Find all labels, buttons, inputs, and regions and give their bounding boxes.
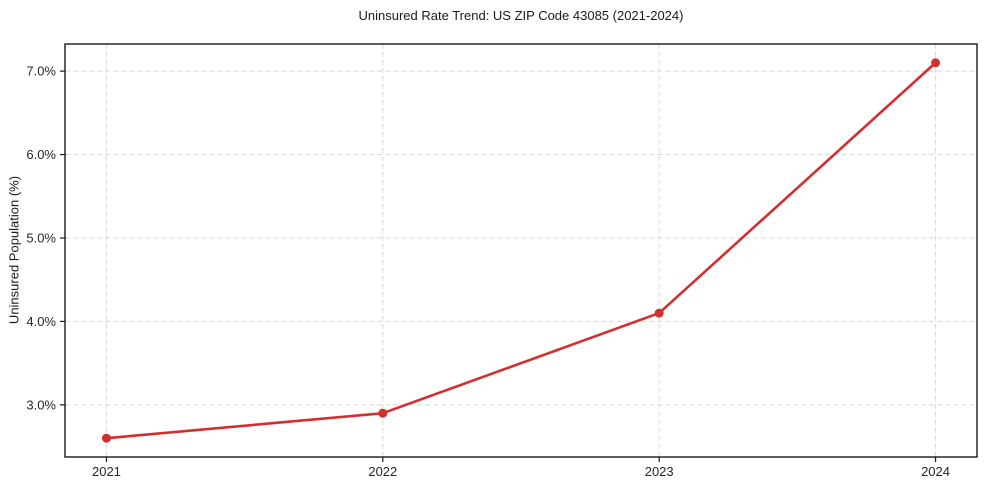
- data-point-2021: [101, 433, 111, 443]
- data-point-2024: [931, 58, 941, 68]
- y-tick-label: 4.0%: [26, 314, 56, 329]
- chart-title: Uninsured Rate Trend: US ZIP Code 43085 …: [358, 8, 684, 23]
- y-tick-label: 3.0%: [26, 397, 56, 412]
- plot-background: [65, 44, 977, 457]
- y-tick-label: 7.0%: [26, 64, 56, 79]
- axes-border: [64, 43, 978, 458]
- x-tick-label: 2022: [368, 464, 397, 479]
- trend-line: [105, 61, 937, 440]
- y-tick-label: 6.0%: [26, 147, 56, 162]
- x-tick-label: 2024: [921, 464, 950, 479]
- x-tick-label: 2023: [645, 464, 674, 479]
- y-tick-label: 5.0%: [26, 230, 56, 245]
- data-point-2023: [654, 308, 664, 318]
- data-point-2022: [378, 408, 388, 418]
- x-tick-label: 2021: [92, 464, 121, 479]
